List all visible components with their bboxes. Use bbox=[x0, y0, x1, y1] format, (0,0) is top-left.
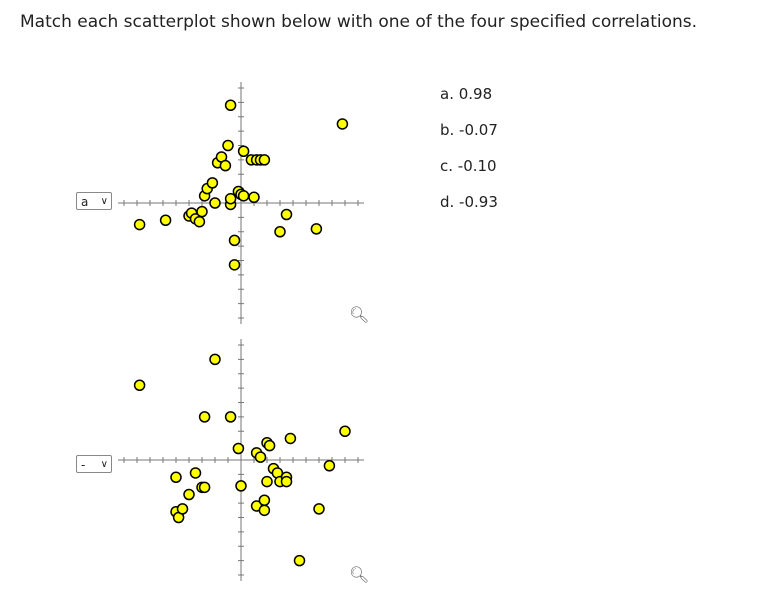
data-point bbox=[258, 154, 271, 166]
data-point bbox=[339, 425, 351, 437]
data-point bbox=[293, 554, 306, 567]
magnify-icon[interactable]: 🔍︎ bbox=[349, 305, 370, 324]
scatterplot-2 bbox=[118, 339, 364, 581]
option-c: c. -0.10 bbox=[440, 157, 497, 175]
data-point bbox=[198, 481, 211, 494]
data-point bbox=[232, 442, 245, 455]
correlation-options-list: a. 0.98 b. -0.07 c. -0.10 d. -0.93 bbox=[440, 85, 498, 229]
data-point bbox=[133, 218, 146, 231]
data-point bbox=[280, 475, 293, 488]
magnify-icon[interactable]: 🔍︎ bbox=[349, 565, 370, 584]
data-point bbox=[237, 145, 250, 157]
correlation-select-1[interactable]: a ∨ bbox=[76, 192, 112, 210]
data-point bbox=[209, 197, 221, 209]
data-point bbox=[196, 205, 208, 218]
data-point bbox=[323, 460, 336, 472]
data-point bbox=[193, 215, 206, 228]
data-point bbox=[228, 259, 241, 271]
scatterplot-1 bbox=[118, 82, 364, 324]
data-point bbox=[206, 177, 219, 189]
data-point bbox=[235, 480, 247, 492]
data-point bbox=[248, 191, 260, 203]
question-text: Match each scatterplot shown below with … bbox=[20, 12, 698, 32]
data-point bbox=[222, 139, 234, 152]
data-point bbox=[198, 411, 211, 423]
data-point bbox=[254, 451, 267, 463]
data-point bbox=[284, 432, 297, 445]
data-point bbox=[237, 190, 250, 202]
select-value: a bbox=[81, 195, 89, 209]
data-point bbox=[280, 208, 293, 221]
data-point bbox=[258, 504, 271, 517]
chevron-down-icon: ∨ bbox=[100, 459, 108, 470]
select-value: - bbox=[81, 458, 86, 472]
option-b: b. -0.07 bbox=[440, 121, 498, 139]
data-point bbox=[224, 192, 237, 205]
data-point bbox=[261, 475, 273, 488]
data-point bbox=[133, 379, 146, 391]
chevron-down-icon: ∨ bbox=[100, 196, 108, 207]
option-d: d. -0.93 bbox=[440, 193, 498, 211]
data-point bbox=[170, 471, 182, 483]
data-point bbox=[263, 439, 276, 452]
data-point bbox=[228, 234, 241, 247]
data-point bbox=[313, 503, 325, 515]
data-point bbox=[224, 99, 237, 111]
data-point bbox=[209, 353, 221, 366]
correlation-select-2[interactable]: - ∨ bbox=[76, 455, 112, 473]
data-point bbox=[159, 214, 172, 226]
data-point bbox=[258, 494, 271, 506]
data-point bbox=[189, 467, 202, 479]
data-point bbox=[219, 159, 232, 172]
data-point bbox=[183, 488, 195, 501]
data-point bbox=[336, 118, 349, 130]
data-point bbox=[176, 503, 189, 515]
data-point bbox=[224, 411, 237, 423]
option-a: a. 0.98 bbox=[440, 85, 493, 103]
data-point bbox=[310, 223, 323, 235]
data-point bbox=[274, 226, 286, 238]
